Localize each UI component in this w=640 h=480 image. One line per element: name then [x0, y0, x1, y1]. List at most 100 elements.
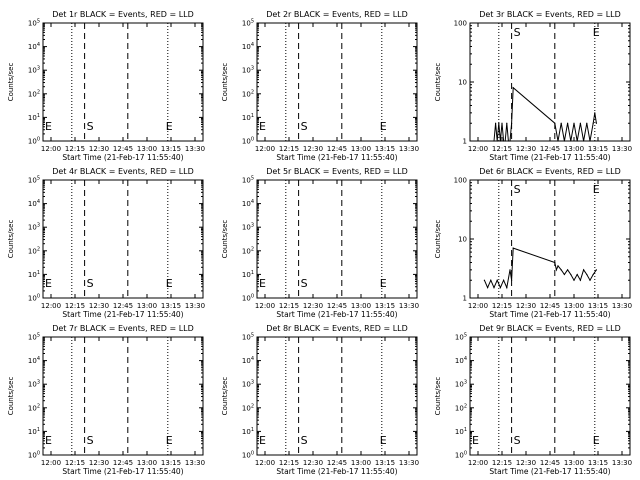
plot-frame	[42, 336, 204, 456]
y-tick-label: 100	[242, 451, 254, 460]
event-point	[586, 273, 588, 276]
plot-frame	[256, 179, 418, 299]
end-marker-label-left: E	[45, 120, 52, 133]
x-tick-label: 12:30	[89, 302, 109, 310]
x-tick-label: 12:00	[41, 459, 61, 467]
x-tick-label: 12:45	[327, 302, 347, 310]
x-axis-label: Start Time (21-Feb-17 11:55:40)	[62, 153, 183, 162]
event-point	[570, 140, 572, 142]
panel-title: Det 4r BLACK = Events, RED = LLD	[52, 167, 194, 176]
end-marker-label: E	[593, 26, 600, 39]
y-axis-label: Counts/sec	[7, 220, 15, 259]
x-tick-label: 12:15	[492, 302, 512, 310]
y-axis-label: Counts/sec	[434, 63, 442, 102]
y-tick-label: 105	[242, 176, 254, 185]
panel-title: Det 7r BLACK = Events, RED = LLD	[52, 324, 194, 333]
event-point	[583, 269, 585, 271]
y-tick-label: 104	[242, 356, 254, 365]
y-tick-label: 102	[242, 403, 254, 412]
start-marker-label: S	[514, 434, 521, 447]
x-axis-label: Start Time (21-Feb-17 11:55:40)	[489, 310, 610, 319]
event-point	[498, 122, 500, 124]
x-tick-label: 13:15	[161, 145, 181, 153]
events-series-line	[483, 247, 597, 290]
y-tick-label: 100	[28, 451, 40, 460]
event-point	[554, 122, 556, 124]
end-marker-label: E	[380, 277, 387, 290]
panel-det-6: Det 6r BLACK = Events, RED = LLD Counts/s…	[434, 167, 632, 319]
end-marker-label: E	[380, 434, 387, 447]
start-marker-label: S	[301, 120, 308, 133]
x-tick-label: 13:00	[137, 459, 157, 467]
event-point	[511, 279, 513, 281]
x-tick-label: 13:30	[185, 145, 205, 153]
panel-title: Det 1r BLACK = Events, RED = LLD	[52, 10, 194, 19]
x-tick-label: 13:30	[185, 459, 205, 467]
event-point	[595, 269, 598, 271]
y-axis-label: Counts/sec	[7, 377, 15, 416]
event-point	[499, 140, 501, 142]
event-point	[560, 269, 562, 271]
end-marker-label-left: E	[45, 277, 52, 290]
event-point	[592, 273, 594, 276]
y-tick-label: 101	[28, 427, 40, 436]
y-tick-label: 101	[28, 113, 40, 122]
event-point	[594, 112, 596, 114]
x-tick-label: 12:45	[113, 459, 133, 467]
y-tick-label: 102	[242, 246, 254, 255]
y-tick-label: 103	[242, 380, 254, 389]
x-tick-label: 12:30	[303, 145, 323, 153]
x-tick-label: 12:15	[492, 459, 512, 467]
x-tick-label: 13:30	[399, 302, 419, 310]
x-tick-label: 12:45	[113, 302, 133, 310]
y-axis-label: Counts/sec	[434, 220, 442, 259]
y-tick-label: 103	[455, 380, 467, 389]
start-marker-label: S	[87, 120, 94, 133]
y-tick-label: 104	[242, 199, 254, 208]
event-point	[592, 122, 594, 124]
x-tick-label: 13:00	[564, 145, 584, 153]
end-marker-label-left: E	[259, 120, 266, 133]
event-point	[560, 122, 562, 124]
event-point	[573, 122, 575, 124]
y-tick-label: 105	[455, 333, 467, 342]
event-point	[496, 279, 498, 281]
x-tick-label: 13:30	[399, 459, 419, 467]
y-tick-label: 102	[28, 89, 40, 98]
event-point	[579, 122, 582, 124]
event-point	[557, 140, 559, 142]
x-tick-label: 12:15	[279, 459, 299, 467]
plot-frame	[42, 179, 204, 299]
y-tick-label: 105	[242, 333, 254, 342]
y-tick-label: 101	[242, 270, 254, 279]
start-marker-label: S	[87, 277, 94, 290]
panel-title: Det 9r BLACK = Events, RED = LLD	[479, 324, 621, 333]
y-tick-label: 103	[242, 66, 254, 75]
start-marker-label: S	[301, 434, 308, 447]
events-series-line	[493, 86, 597, 142]
x-tick-label: 12:15	[65, 302, 85, 310]
event-point	[573, 279, 575, 281]
y-tick-label: 100	[454, 177, 467, 185]
event-point	[501, 122, 503, 124]
event-point	[554, 261, 556, 264]
y-tick-label: 100	[454, 20, 467, 28]
x-tick-label: 13:15	[375, 145, 395, 153]
y-tick-label: 104	[455, 356, 467, 365]
y-tick-label: 105	[28, 176, 40, 185]
x-tick-label: 13:15	[375, 302, 395, 310]
x-axis-label: Start Time (21-Feb-17 11:55:40)	[62, 467, 183, 476]
x-tick-label: 13:30	[185, 302, 205, 310]
event-point	[595, 122, 598, 124]
y-tick-label: 101	[455, 427, 467, 436]
plot-frame	[469, 22, 631, 142]
event-point	[503, 140, 505, 142]
y-tick-label: 1	[463, 138, 467, 146]
end-marker-label-left: E	[259, 434, 266, 447]
x-tick-label: 13:00	[564, 459, 584, 467]
y-tick-label: 101	[28, 270, 40, 279]
panel-title: Det 3r BLACK = Events, RED = LLD	[479, 10, 621, 19]
event-point	[557, 265, 559, 267]
event-point	[504, 140, 506, 142]
end-marker-label: E	[593, 434, 600, 447]
